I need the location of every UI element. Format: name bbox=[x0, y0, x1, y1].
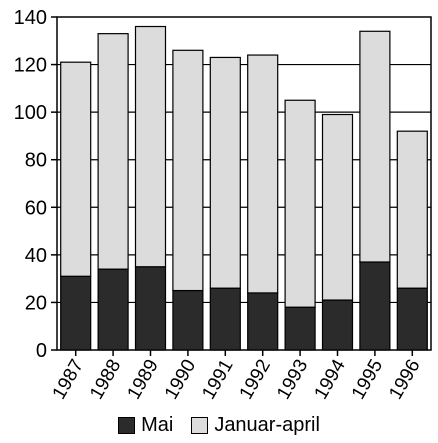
bar-mai bbox=[284, 306, 316, 351]
y-tick-label: 60 bbox=[25, 197, 47, 219]
bar-januar-april bbox=[396, 130, 428, 289]
legend-swatch-januar-april bbox=[191, 417, 209, 434]
x-tick-label: 1991 bbox=[198, 356, 237, 403]
legend-item-mai: Mai bbox=[118, 414, 173, 437]
x-tick-label: 1988 bbox=[86, 356, 125, 403]
x-tick-label: 1995 bbox=[348, 356, 387, 403]
bar-mai bbox=[134, 266, 167, 351]
plot-frame bbox=[56, 16, 432, 351]
bar-januar-april bbox=[60, 61, 92, 277]
x-tick-label: 1992 bbox=[236, 356, 275, 403]
bar-januar-april bbox=[321, 113, 354, 301]
x-tick-label: 1990 bbox=[161, 356, 200, 403]
y-tick-label: 40 bbox=[25, 245, 47, 267]
bar-mai bbox=[247, 292, 279, 351]
bar-mai bbox=[97, 268, 129, 351]
bar-mai bbox=[321, 299, 354, 351]
bar-januar-april bbox=[209, 56, 241, 289]
y-tick-label: 0 bbox=[36, 340, 47, 362]
y-tick-label: 120 bbox=[14, 55, 47, 77]
legend-label-mai: Mai bbox=[141, 414, 174, 436]
y-tick-label: 80 bbox=[25, 150, 47, 172]
legend: Mai Januar-april bbox=[0, 414, 438, 437]
bar-januar-april bbox=[247, 54, 279, 294]
bar-januar-april bbox=[284, 99, 316, 308]
bar-mai bbox=[359, 261, 391, 351]
x-tick-label: 1993 bbox=[273, 356, 312, 403]
legend-item-januar-april: Januar-april bbox=[191, 414, 320, 437]
y-tick-label: 140 bbox=[14, 7, 47, 29]
legend-swatch-mai bbox=[118, 417, 136, 434]
x-tick-label: 1987 bbox=[49, 356, 88, 403]
bar-mai bbox=[209, 287, 241, 351]
legend-label-januar-april: Januar-april bbox=[214, 414, 320, 436]
bar-januar-april bbox=[359, 30, 391, 263]
bar-januar-april bbox=[172, 49, 204, 292]
x-tick-label: 1989 bbox=[124, 356, 163, 403]
bar-mai bbox=[172, 289, 204, 351]
bar-mai bbox=[60, 275, 92, 351]
y-tick-label: 20 bbox=[25, 292, 47, 314]
bar-mai bbox=[396, 287, 428, 351]
y-tick-label: 100 bbox=[14, 102, 47, 124]
x-tick-label: 1996 bbox=[385, 356, 424, 403]
bar-januar-april bbox=[97, 33, 129, 270]
bar-januar-april bbox=[134, 25, 167, 268]
x-tick-label: 1994 bbox=[311, 356, 351, 403]
